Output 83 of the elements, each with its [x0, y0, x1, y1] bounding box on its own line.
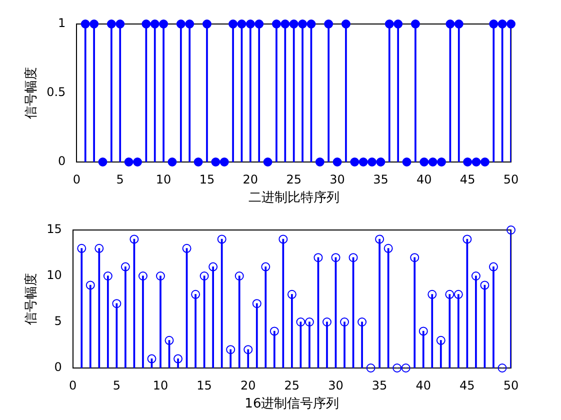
- x-axis-title: 二进制比特序列: [248, 190, 340, 206]
- point: [506, 226, 516, 234]
- point: [182, 244, 192, 253]
- point: [418, 326, 428, 336]
- point: [392, 364, 402, 372]
- x-tick-label: 50: [503, 172, 519, 186]
- point: [94, 244, 104, 253]
- y-tick-label: 0: [54, 360, 62, 374]
- point: [120, 262, 130, 272]
- x-tick-label: 15: [199, 172, 215, 186]
- point: [348, 253, 358, 262]
- point: [436, 336, 446, 345]
- point: [270, 326, 279, 336]
- point: [454, 290, 463, 299]
- point: [445, 290, 454, 299]
- point: [200, 272, 209, 280]
- point: [375, 234, 384, 244]
- y-tick-label: 0.5: [46, 85, 66, 100]
- x-tick-label: 40: [416, 172, 432, 186]
- point: [331, 253, 340, 262]
- point: [261, 262, 270, 272]
- point: [156, 272, 165, 280]
- point: [314, 253, 323, 262]
- point: [86, 280, 95, 290]
- point: [471, 272, 480, 280]
- y-tick-label: 5: [54, 314, 62, 328]
- point: [428, 290, 437, 299]
- x-tick-label: 5: [116, 172, 124, 186]
- x-tick-label: 15: [196, 378, 212, 392]
- point: [252, 299, 262, 308]
- point: [138, 272, 148, 280]
- x-tick-label: 5: [112, 378, 121, 392]
- point: [164, 336, 174, 345]
- point: [226, 345, 236, 354]
- point: [322, 318, 332, 326]
- point: [488, 262, 498, 272]
- point: [130, 234, 139, 244]
- x-tick-label: 10: [152, 378, 168, 392]
- x-tick-label: 35: [372, 378, 388, 392]
- point: [410, 253, 420, 262]
- point: [112, 299, 122, 308]
- point: [77, 244, 86, 253]
- x-tick-label: 40: [416, 378, 432, 392]
- point: [244, 345, 253, 354]
- point: [358, 318, 367, 326]
- point: [208, 262, 218, 272]
- point: [304, 318, 314, 326]
- x-tick-label: 20: [242, 172, 258, 186]
- x-tick-label: 0: [69, 378, 77, 392]
- point: [401, 364, 410, 372]
- x-tick-label: 10: [156, 172, 172, 186]
- point: [191, 290, 200, 299]
- point: [480, 280, 490, 290]
- x-tick-label: 20: [240, 378, 256, 392]
- y-tick-label: 15: [46, 222, 62, 236]
- point: [366, 364, 376, 372]
- x-tick-label: 45: [460, 172, 476, 186]
- point: [296, 318, 306, 326]
- x-tick-label: 25: [284, 378, 300, 392]
- point: [340, 318, 350, 326]
- y-tick-label: 0: [58, 154, 66, 168]
- x-axis-title: 16进制信号序列: [244, 396, 340, 412]
- y-axis-title: 信号幅度: [23, 67, 40, 119]
- point: [287, 290, 296, 299]
- x-tick-label: 35: [373, 172, 388, 186]
- point: [462, 234, 472, 244]
- point: [217, 234, 226, 244]
- x-tick-label: 50: [503, 378, 519, 392]
- y-tick-label: 10: [46, 268, 62, 282]
- x-tick-label: 25: [286, 172, 302, 186]
- x-tick-label: 0: [72, 172, 81, 186]
- point: [147, 354, 156, 364]
- point: [498, 364, 507, 372]
- point: [103, 272, 112, 280]
- y-tick-label: 1: [58, 16, 66, 30]
- x-tick-label: 30: [330, 172, 345, 186]
- point: [384, 244, 393, 253]
- y-axis-title: 信号幅度: [23, 273, 40, 325]
- point: [234, 272, 244, 280]
- point: [174, 354, 183, 364]
- x-tick-label: 45: [460, 378, 475, 392]
- point: [278, 234, 288, 244]
- x-tick-label: 30: [328, 378, 344, 392]
